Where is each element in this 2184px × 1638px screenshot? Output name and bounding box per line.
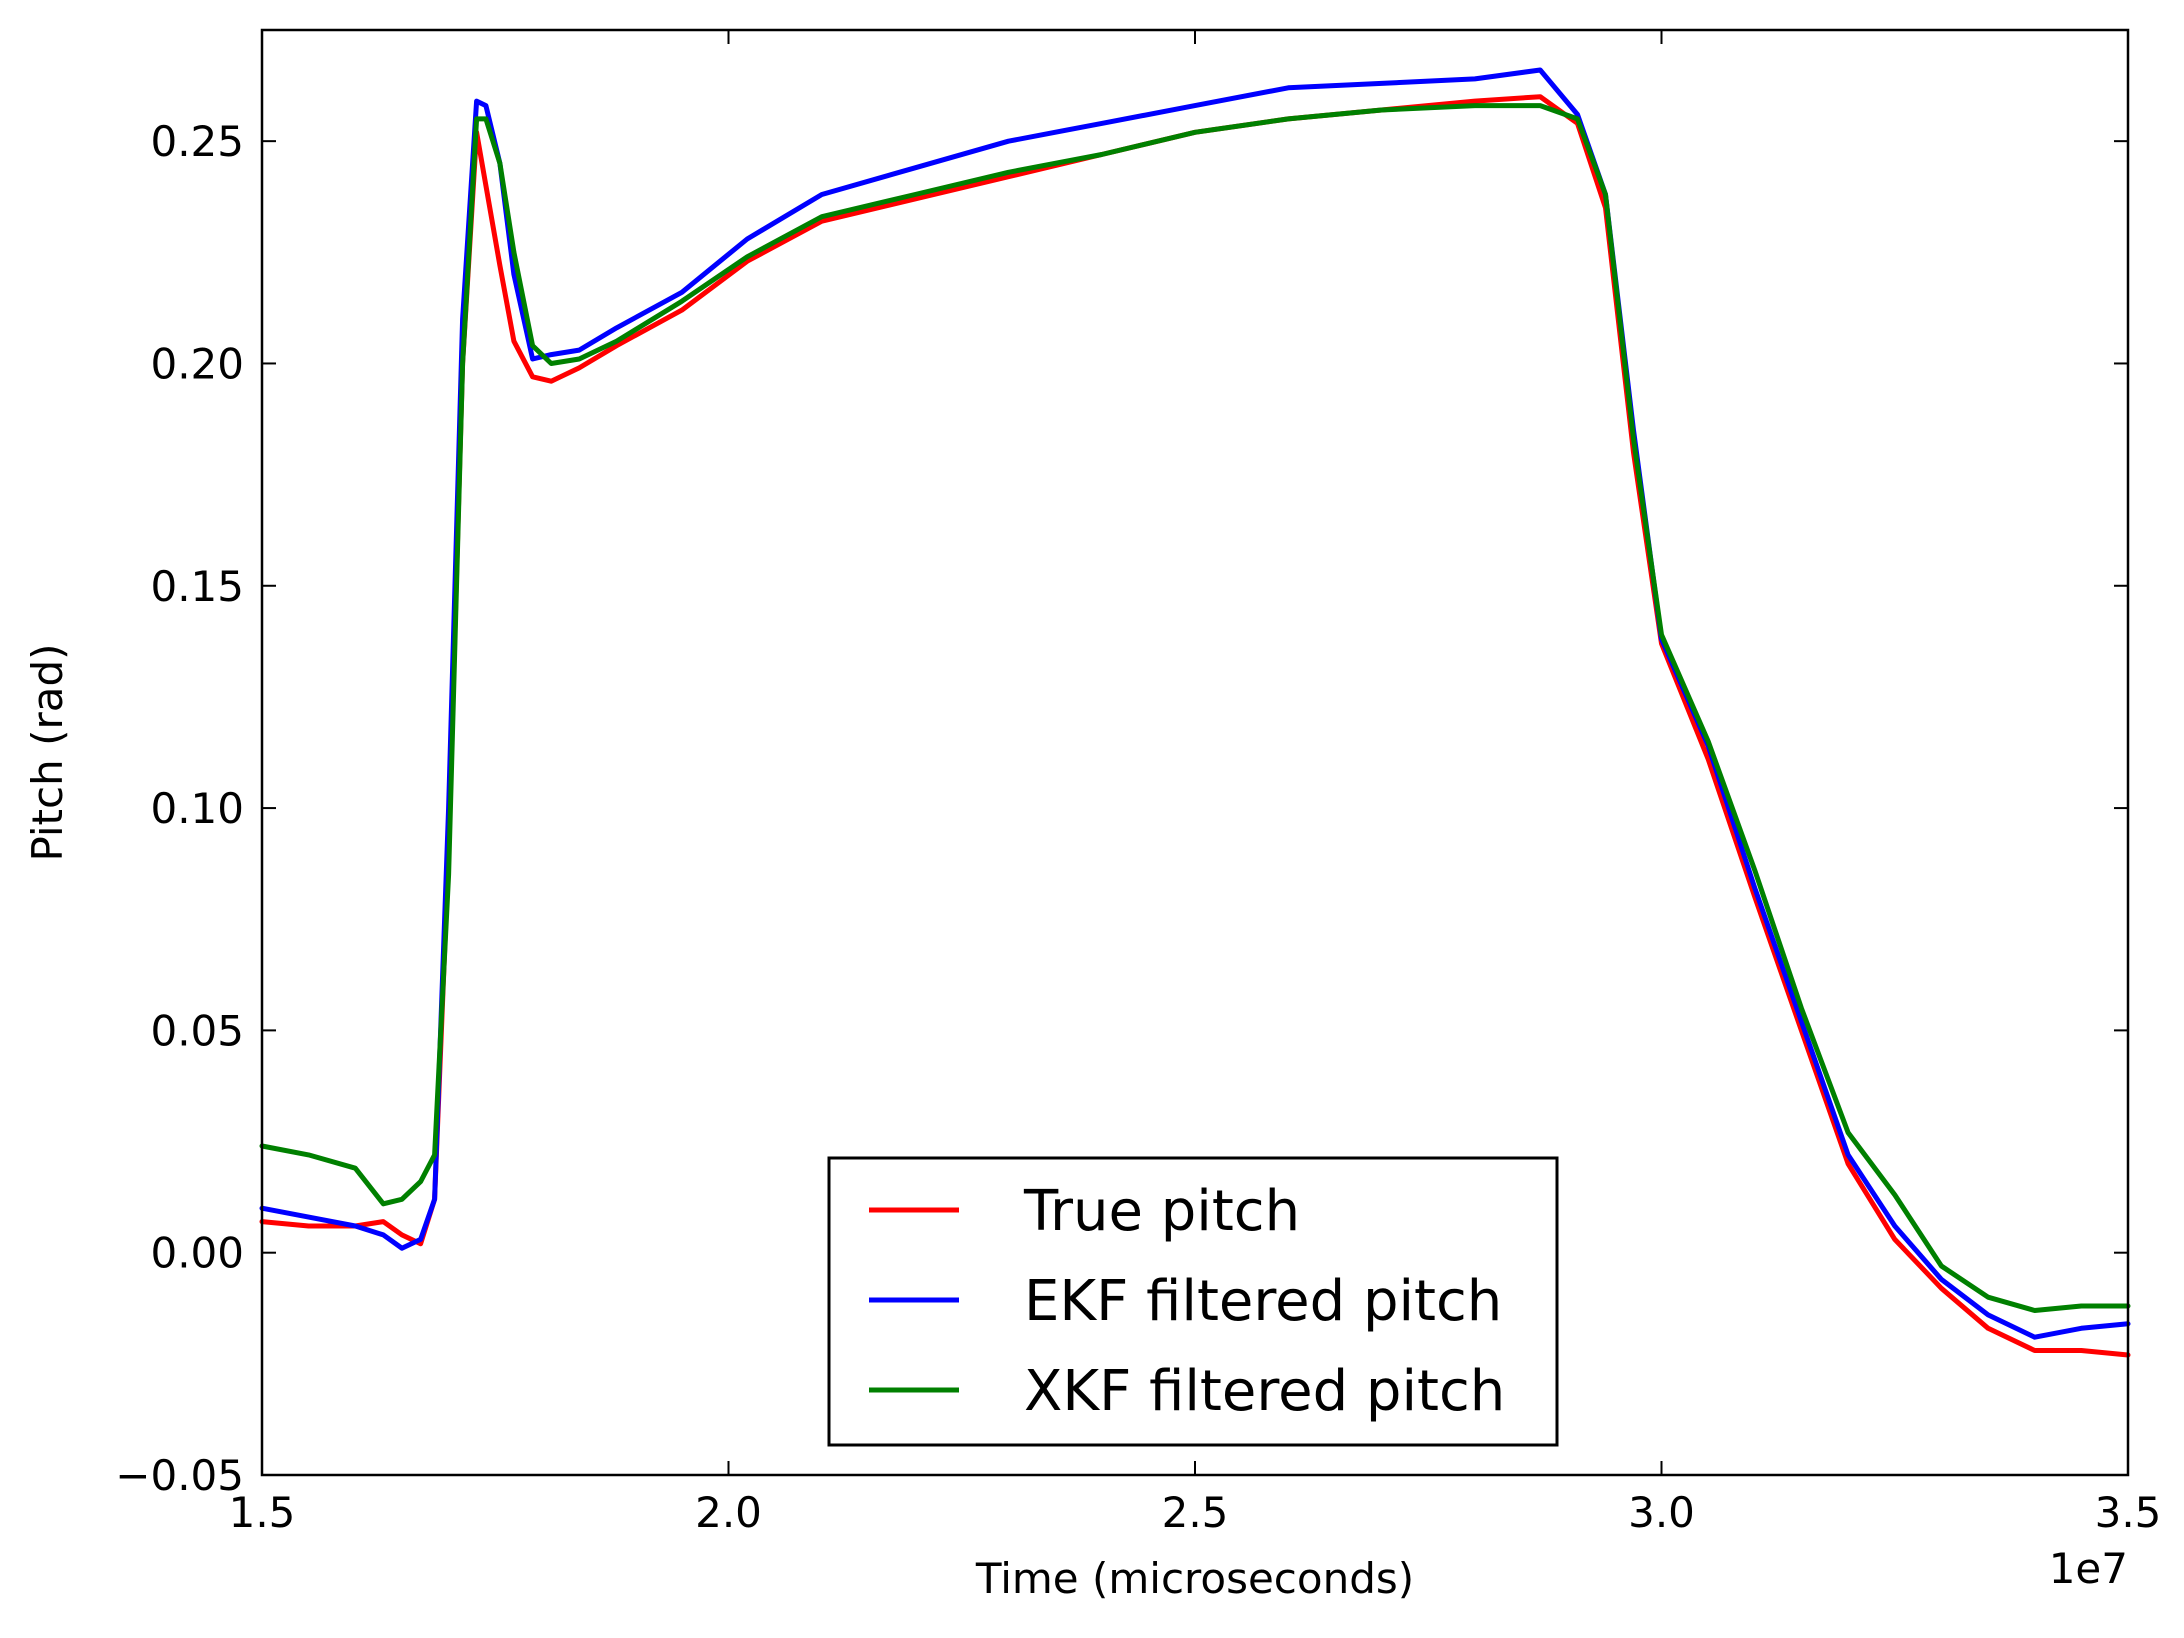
- series-layer: [259, 67, 2131, 1358]
- y-axis-label: Pitch (rad): [23, 643, 72, 861]
- legend-label-3: XKF filtered pitch: [1024, 1359, 1505, 1424]
- series-line-3: [259, 103, 2131, 1313]
- legend-label-2: EKF filtered pitch: [1024, 1269, 1502, 1334]
- y-tick-label: 0.10: [150, 784, 244, 833]
- y-tick-label: 0.05: [150, 1006, 244, 1055]
- y-tick-label: −0.05: [115, 1451, 244, 1500]
- y-tick-label: 0.25: [150, 117, 244, 166]
- x-tick-label: 2.0: [695, 1488, 762, 1537]
- legend: True pitch EKF filtered pitch XKF filtered…: [827, 1156, 1559, 1447]
- y-tick-label: 0.15: [150, 562, 244, 611]
- x-tick-label: 2.5: [1162, 1488, 1229, 1537]
- y-tick-label: 0.00: [150, 1229, 244, 1278]
- x-tick-label: 1.5: [229, 1488, 296, 1537]
- ticks-layer: 1.5 2.0 2.5 3.0 3.5 −0.05 0.00 0.05 0.10 0.15 0.20…: [115, 30, 2161, 1537]
- legend-label-1: True pitch: [1023, 1179, 1300, 1244]
- x-tick-label: 3.5: [2095, 1488, 2162, 1537]
- x-tick-label: 3.0: [1628, 1488, 1695, 1537]
- x-axis-label: Time (microseconds): [975, 1554, 1414, 1603]
- y-tick-label: 0.20: [150, 339, 244, 388]
- x-axis-offset-label: 1e7: [2049, 1544, 2128, 1593]
